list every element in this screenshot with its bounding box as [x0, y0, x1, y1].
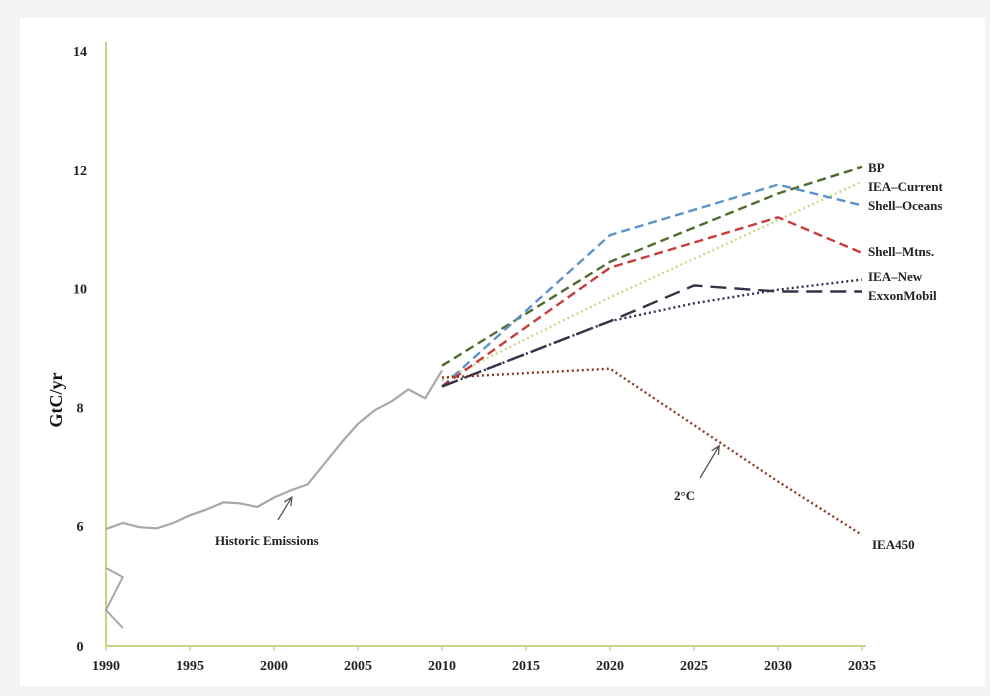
x-tick-label: 2030 — [764, 659, 792, 674]
x-tick-label: 2015 — [512, 659, 540, 674]
series-label-iea450: IEA450 — [872, 537, 915, 552]
series-line-shell-oceans — [441, 183, 863, 388]
x-tick-label: 1990 — [92, 659, 120, 674]
x-tick-label: 1995 — [176, 659, 204, 674]
x-tick-label: 2010 — [428, 659, 456, 674]
y-tick-label: 12 — [73, 164, 87, 179]
series-label-iea-new: IEA–New — [868, 269, 923, 284]
series-label-iea-current: IEA–Current — [868, 179, 944, 194]
x-tick-label: 2035 — [848, 659, 876, 674]
y-tick-label: 8 — [77, 401, 84, 416]
annotation-arrow-2c-head — [711, 444, 720, 455]
series-label-exxonmobil: ExxonMobil — [868, 288, 937, 303]
series-label-shell-mtns: Shell–Mtns. — [868, 244, 934, 259]
y-axis-label: GtC/yr — [46, 372, 66, 427]
y-tick-label: 6 — [77, 520, 84, 535]
annotation-historic-emissions: Historic Emissions — [215, 533, 319, 548]
x-tick-label: 2020 — [596, 659, 624, 674]
annotation-2c: 2°C — [674, 488, 695, 503]
series-line-historic-emissions — [105, 369, 443, 531]
series-line-exxonmobil — [441, 284, 862, 388]
series-label-shell-oceans: Shell–Oceans — [868, 198, 942, 213]
series-label-bp: BP — [868, 160, 885, 175]
y-tick-label: 0 — [77, 640, 84, 655]
x-tick-label: 2005 — [344, 659, 372, 674]
series-line-bp — [441, 165, 863, 367]
series-line-sub-break — [105, 567, 124, 629]
y-tick-label: 10 — [73, 283, 87, 298]
annotation-arrow-historic-head — [283, 495, 293, 507]
annotation-arrow-2c-shaft — [699, 445, 720, 479]
y-tick-label: 14 — [73, 45, 87, 60]
series-line-iea450 — [441, 367, 863, 536]
series-line-shell-mtns — [441, 216, 863, 388]
plot-background — [20, 18, 985, 686]
annotation-arrow-historic-shaft — [277, 496, 293, 521]
x-tick-label: 2025 — [680, 659, 708, 674]
x-tick-label: 2000 — [260, 659, 288, 674]
